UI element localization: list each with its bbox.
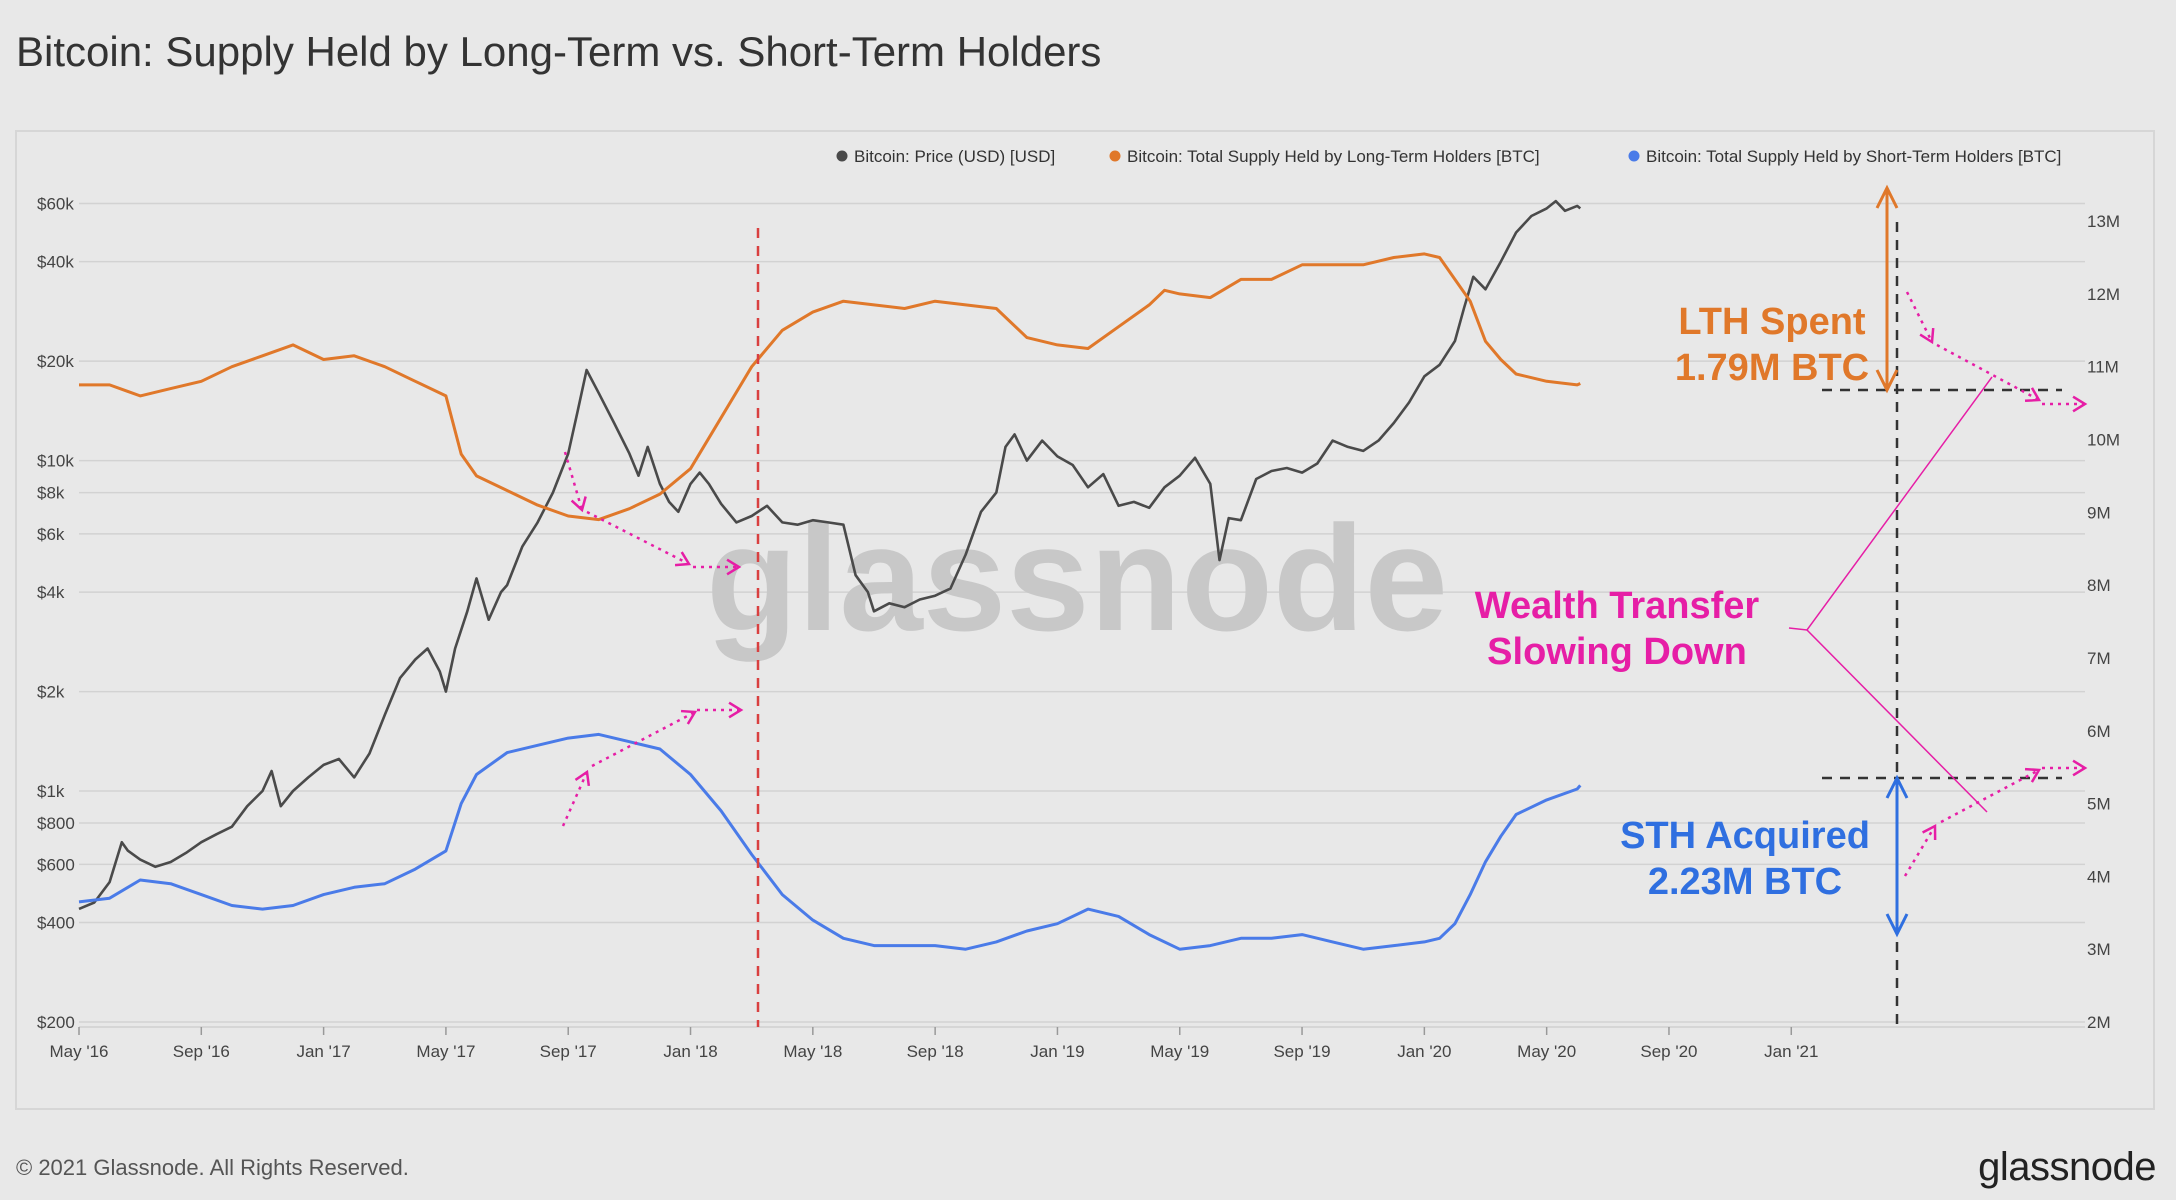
pink-arrow-lth17-b xyxy=(586,510,690,566)
y-left-tick: $2k xyxy=(37,683,65,702)
y-right-tick: 12M xyxy=(2087,285,2120,304)
watermark: glassnode xyxy=(706,494,1448,662)
y-right-tick: 13M xyxy=(2087,212,2120,231)
pink-arrow-sth17-c-head xyxy=(728,701,744,719)
x-tick-label: Sep '20 xyxy=(1640,1042,1697,1061)
y-right-tick: 4M xyxy=(2087,867,2111,886)
legend-label: Bitcoin: Total Supply Held by Long-Term … xyxy=(1127,147,1540,166)
pink-arrow-sth17-b-head xyxy=(680,709,698,725)
y-left-tick: $600 xyxy=(37,855,75,874)
y-left-tick: $6k xyxy=(37,525,65,544)
brand-logo: glassnode xyxy=(1978,1145,2156,1189)
y-right-tick: 6M xyxy=(2087,722,2111,741)
copyright: © 2021 Glassnode. All Rights Reserved. xyxy=(16,1155,409,1180)
wealth-leader-lower xyxy=(1806,629,1988,813)
sth-arrowhead-top xyxy=(1885,774,1909,799)
pink-arrow-lth17-a xyxy=(563,451,584,511)
lth-spent-value: 1.79M BTC xyxy=(1675,347,1869,389)
x-tick-label: Sep '19 xyxy=(1273,1042,1330,1061)
series-group xyxy=(78,199,1582,951)
sth-acquired-value: 2.23M BTC xyxy=(1648,861,1842,903)
chart-svg: glassnode Bitcoin: Price (USD) [USD] Bitc… xyxy=(37,147,2120,1061)
pink-arrow-lth21-c-head xyxy=(2072,395,2088,413)
pink-arrow-lth21-b xyxy=(1936,343,2040,402)
x-tick-label: Sep '16 xyxy=(173,1042,230,1061)
legend-marker xyxy=(1628,150,1640,162)
x-tick-label: Jan '21 xyxy=(1764,1042,1818,1061)
x-axis: May '16 Sep '16 Jan '17 May '17 Sep '17 Jan '… xyxy=(50,1026,2085,1061)
pink-arrow-lth21-a xyxy=(1905,291,1934,343)
y-right-tick: 11M xyxy=(2087,358,2119,377)
sth-supply-line xyxy=(78,732,1582,951)
y-axis-left: $60k $40k $20k $10k $8k $6k $4k $2k $1k $800 $600 $… xyxy=(37,194,75,1032)
x-tick-label: May '20 xyxy=(1517,1042,1576,1061)
pink-arrow-lth17-a-head xyxy=(570,496,587,513)
pink-arrow-lth17-b-head xyxy=(674,551,692,567)
y-left-tick: $4k xyxy=(37,583,65,602)
y-left-tick: $200 xyxy=(37,1013,75,1032)
y-left-tick: $40k xyxy=(37,253,74,272)
y-right-tick: 2M xyxy=(2087,1013,2111,1032)
y-left-tick: $400 xyxy=(37,914,75,933)
wealth-transfer-label: Wealth Transfer xyxy=(1475,585,1760,627)
lth-arrowhead-bottom xyxy=(1875,369,1899,394)
y-axis-right: 13M 12M 11M 10M 9M 8M 7M 6M 5M 4M 3M 2M xyxy=(2087,212,2120,1032)
pink-arrow-sth17-a-head xyxy=(574,769,591,787)
y-left-tick: $800 xyxy=(37,814,75,833)
sth-arrowhead-bottom xyxy=(1885,913,1909,938)
legend-label: Bitcoin: Total Supply Held by Short-Term… xyxy=(1646,147,2061,166)
pink-arrow-sth21-a xyxy=(1903,825,1937,877)
x-tick-label: Jan '17 xyxy=(296,1042,350,1061)
x-tick-label: May '18 xyxy=(783,1042,842,1061)
x-tick-label: Sep '18 xyxy=(907,1042,964,1061)
x-tick-label: May '19 xyxy=(1150,1042,1209,1061)
y-left-tick: $20k xyxy=(37,352,74,371)
y-left-tick: $10k xyxy=(37,452,74,471)
legend-marker xyxy=(836,150,848,162)
y-right-tick: 10M xyxy=(2087,431,2120,450)
x-tick-label: Jan '19 xyxy=(1030,1042,1084,1061)
legend-label: Bitcoin: Price (USD) [USD] xyxy=(854,147,1055,166)
x-tick-label: Jan '18 xyxy=(663,1042,717,1061)
y-right-tick: 8M xyxy=(2087,576,2111,595)
pink-arrow-sth17-a xyxy=(561,771,589,827)
price-line xyxy=(78,199,1582,911)
y-left-tick: $60k xyxy=(37,194,74,213)
lth-supply-line xyxy=(79,252,1581,522)
pink-arrow-lth17-c-head xyxy=(726,558,742,576)
pink-arrow-lth21-a-head xyxy=(1919,327,1935,345)
y-right-tick: 5M xyxy=(2087,795,2111,814)
pink-arrow-sth21-b xyxy=(1940,768,2040,824)
y-right-tick: 7M xyxy=(2087,649,2111,668)
pink-arrow-sth21-c-head xyxy=(2072,759,2088,777)
y-right-tick: 9M xyxy=(2087,503,2111,522)
lth-arrowhead-top xyxy=(1875,184,1899,209)
y-left-tick: $1k xyxy=(37,782,65,801)
pink-arrow-sth21-b-head xyxy=(2024,767,2042,783)
y-right-tick: 3M xyxy=(2087,940,2111,959)
pink-arrow-sth21-a-head xyxy=(1922,823,1937,841)
x-tick-label: May '17 xyxy=(416,1042,475,1061)
x-tick-label: Sep '17 xyxy=(540,1042,597,1061)
wealth-transfer-label-2: Slowing Down xyxy=(1487,631,1747,673)
y-left-tick: $8k xyxy=(37,484,65,503)
chart-panel: glassnode Bitcoin: Price (USD) [USD] Bitc… xyxy=(15,130,2155,1110)
grid xyxy=(79,202,2085,1023)
pink-arrow-sth17-b xyxy=(591,710,696,768)
sth-acquired-label: STH Acquired xyxy=(1620,815,1870,857)
x-tick-label: May '16 xyxy=(50,1042,109,1061)
x-tick-label: Jan '20 xyxy=(1397,1042,1451,1061)
lth-spent-label: LTH Spent xyxy=(1678,301,1866,343)
pink-arrow-lth21-b-head xyxy=(2024,387,2042,403)
legend: Bitcoin: Price (USD) [USD] Bitcoin: Total… xyxy=(836,147,2061,166)
legend-marker xyxy=(1109,150,1121,162)
chart-title: Bitcoin: Supply Held by Long-Term vs. Sh… xyxy=(16,28,1102,75)
